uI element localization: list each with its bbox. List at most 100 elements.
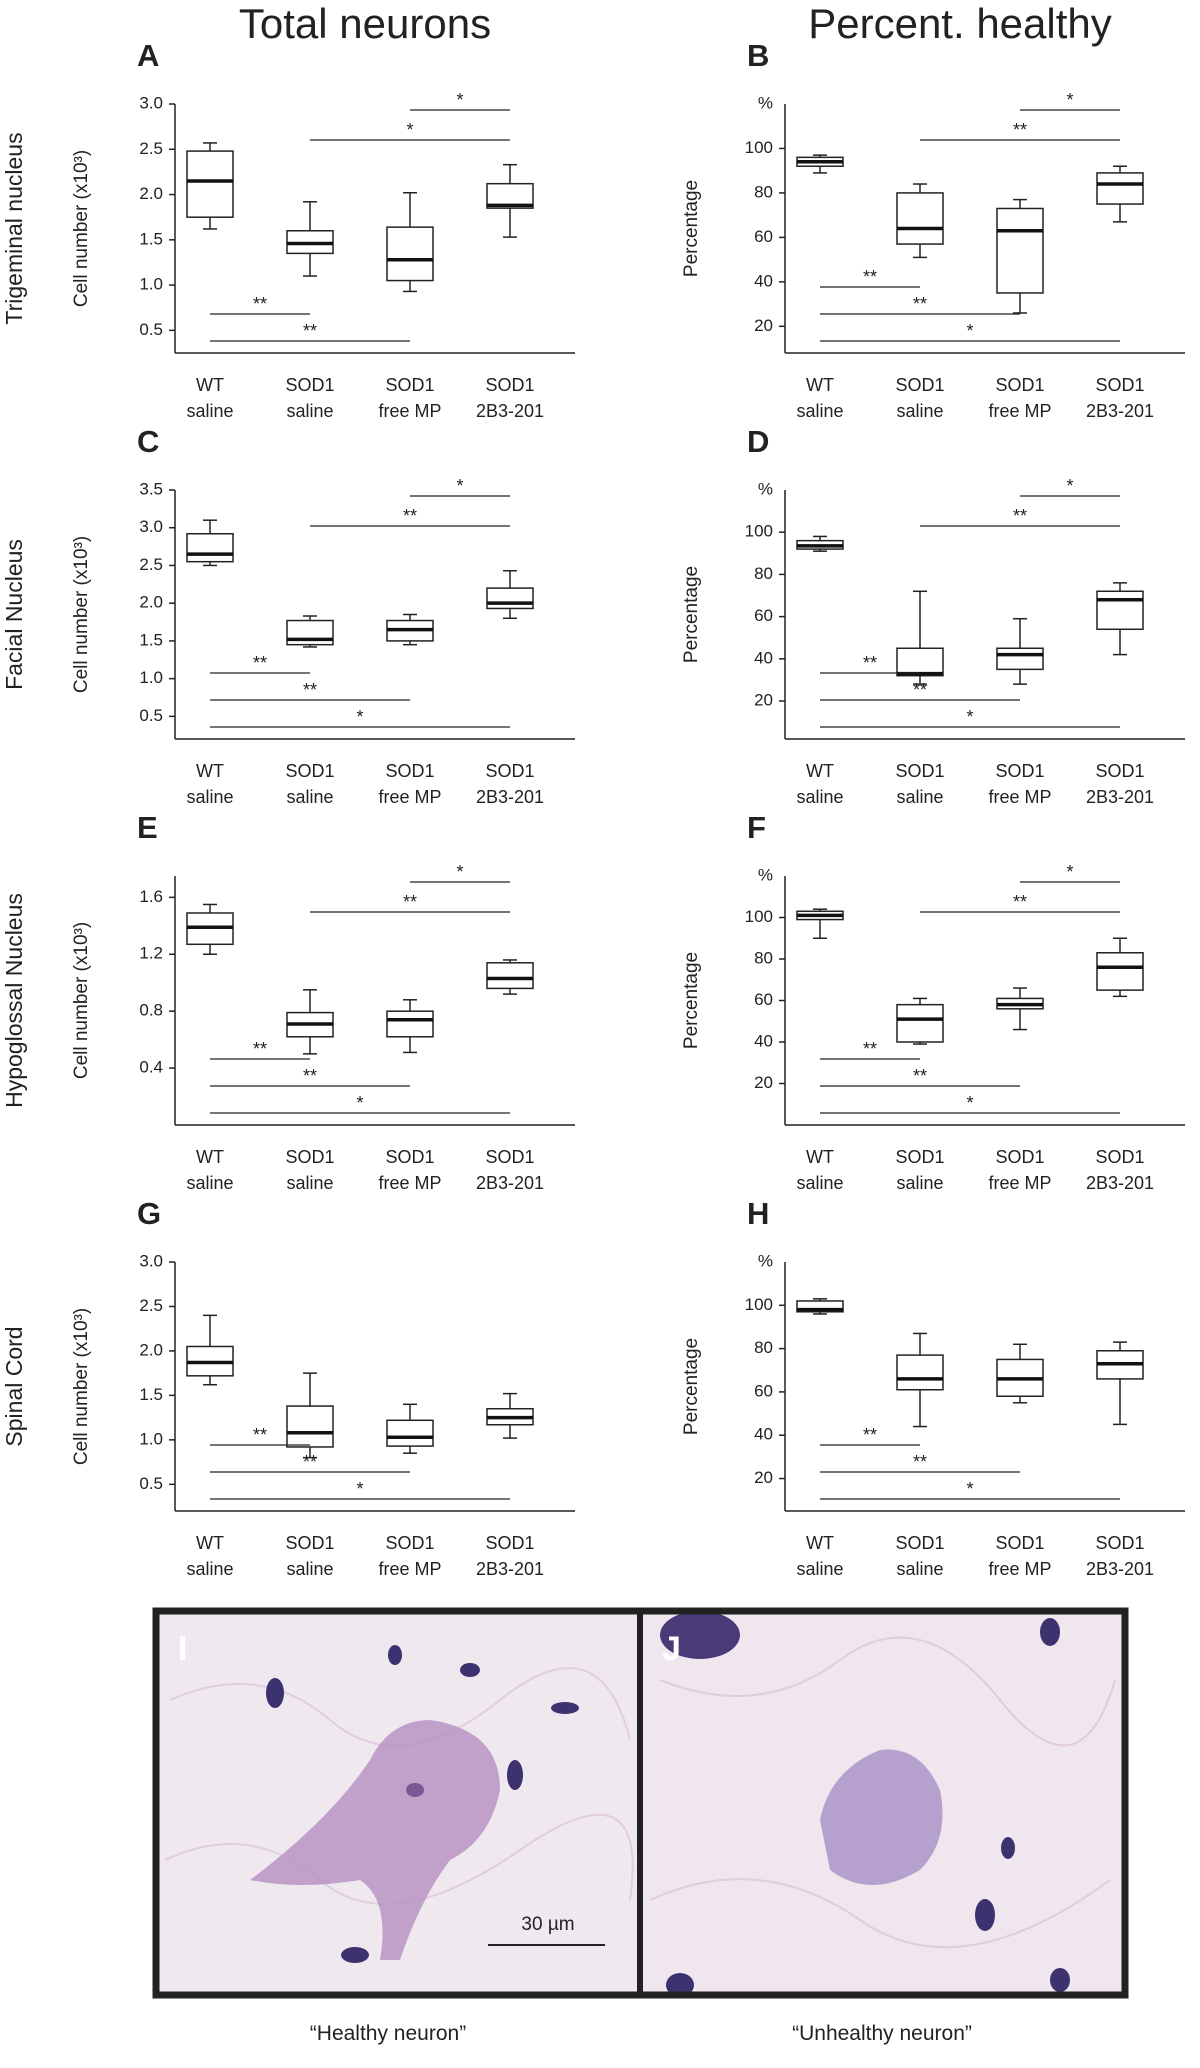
y-tick-label: 0.4 xyxy=(139,1058,163,1077)
x-tick-label: WT xyxy=(196,1147,224,1167)
x-tick-label: 2B3-201 xyxy=(1086,787,1154,807)
box xyxy=(1096,590,1144,631)
panel-letter: I xyxy=(178,1630,187,1668)
column-title: Percent. healthy xyxy=(808,0,1112,47)
x-tick-label: SOD1 xyxy=(285,1533,334,1553)
x-tick-label: SOD1 xyxy=(485,375,534,395)
x-tick-label: SOD1 xyxy=(285,1147,334,1167)
significance-label: ** xyxy=(913,294,927,314)
significance-label: * xyxy=(406,120,413,140)
y-tick-label: 2.5 xyxy=(139,139,163,158)
x-tick-label: free MP xyxy=(988,401,1051,421)
y-tick-label: 40 xyxy=(754,1031,773,1050)
significance-label: * xyxy=(356,1093,363,1113)
nucleolus xyxy=(406,1783,424,1797)
row-label: Trigeminal nucleus xyxy=(1,132,27,324)
box xyxy=(896,1003,944,1043)
x-tick-label: 2B3-201 xyxy=(476,787,544,807)
x-tick-label: saline xyxy=(796,1559,843,1579)
y-tick-label: 100 xyxy=(745,907,773,926)
significance-label: ** xyxy=(303,1452,317,1472)
x-tick-label: 2B3-201 xyxy=(476,1559,544,1579)
y-tick-label: 20 xyxy=(754,316,773,335)
x-tick-label: 2B3-201 xyxy=(1086,1559,1154,1579)
x-tick-label: saline xyxy=(186,1559,233,1579)
y-tick-label: 1.5 xyxy=(139,229,163,248)
y-tick-label: 20 xyxy=(754,1468,773,1487)
box xyxy=(386,1010,434,1038)
significance-label: ** xyxy=(863,653,877,673)
y-tick-label: 60 xyxy=(754,606,773,625)
caption: “Healthy neuron” xyxy=(310,2022,466,2045)
row-label: Hypoglossal Nucleus xyxy=(1,893,27,1108)
x-tick-label: WT xyxy=(196,375,224,395)
y-tick-label: 1.2 xyxy=(139,944,163,963)
x-tick-label: saline xyxy=(286,401,333,421)
y-tick-label: 40 xyxy=(754,271,773,290)
x-tick-label: SOD1 xyxy=(995,375,1044,395)
significance-label: ** xyxy=(913,1066,927,1086)
y-tick-label: 60 xyxy=(754,1381,773,1400)
box xyxy=(996,647,1044,671)
panel-letter: E xyxy=(137,810,158,845)
y-tick-label: 3.0 xyxy=(139,93,163,112)
y-axis-label: Percentage xyxy=(681,1338,702,1435)
significance-label: ** xyxy=(863,1425,877,1445)
y-tick-label: 1.0 xyxy=(139,1429,163,1448)
x-tick-label: SOD1 xyxy=(385,1147,434,1167)
y-tick-label: 100 xyxy=(745,138,773,157)
x-tick-label: SOD1 xyxy=(895,1147,944,1167)
significance-label: ** xyxy=(863,267,877,287)
box xyxy=(896,1354,944,1391)
box xyxy=(896,192,944,245)
x-tick-label: SOD1 xyxy=(385,1533,434,1553)
y-axis-label: Cell number (x10³) xyxy=(71,150,92,307)
y-axis-label: Cell number (x10³) xyxy=(71,536,92,693)
panel-letter: H xyxy=(747,1196,769,1231)
panel-letter: F xyxy=(747,810,766,845)
y-axis-label: Cell number (x10³) xyxy=(71,1308,92,1465)
nuclei xyxy=(266,1611,1070,1997)
x-tick-label: SOD1 xyxy=(485,1147,534,1167)
significance-label: ** xyxy=(1013,506,1027,526)
row-label: Facial Nucleus xyxy=(1,539,27,690)
x-tick-label: SOD1 xyxy=(1095,761,1144,781)
panel-letter: C xyxy=(137,424,159,459)
y-unit: % xyxy=(758,865,773,884)
significance-label: ** xyxy=(1013,120,1027,140)
x-tick-label: free MP xyxy=(378,1559,441,1579)
significance-label: * xyxy=(966,707,973,727)
significance-label: * xyxy=(966,1479,973,1499)
x-tick-label: SOD1 xyxy=(1095,1533,1144,1553)
y-tick-label: 1.0 xyxy=(139,275,163,294)
x-tick-label: SOD1 xyxy=(995,1533,1044,1553)
y-tick-label: 80 xyxy=(754,182,773,201)
x-tick-label: SOD1 xyxy=(1095,1147,1144,1167)
x-tick-label: SOD1 xyxy=(895,761,944,781)
x-tick-label: saline xyxy=(286,1173,333,1193)
significance-label: * xyxy=(966,321,973,341)
significance-label: ** xyxy=(863,1039,877,1059)
x-tick-label: saline xyxy=(286,787,333,807)
x-tick-label: SOD1 xyxy=(385,761,434,781)
x-tick-label: 2B3-201 xyxy=(1086,1173,1154,1193)
unhealthy-neuron xyxy=(820,1749,943,1885)
x-tick-label: SOD1 xyxy=(385,375,434,395)
x-tick-label: WT xyxy=(806,761,834,781)
y-tick-label: 0.5 xyxy=(139,320,163,339)
x-tick-label: saline xyxy=(896,1173,943,1193)
y-tick-label: 80 xyxy=(754,948,773,967)
x-tick-label: saline xyxy=(896,1559,943,1579)
y-axis-label: Percentage xyxy=(681,180,702,277)
y-tick-label: 1.6 xyxy=(139,887,163,906)
x-tick-label: saline xyxy=(186,787,233,807)
y-tick-label: 0.8 xyxy=(139,1001,163,1020)
x-tick-label: WT xyxy=(196,761,224,781)
x-tick-label: free MP xyxy=(988,787,1051,807)
y-tick-label: 1.5 xyxy=(139,630,163,649)
y-tick-label: 2.0 xyxy=(139,1340,163,1359)
x-tick-label: free MP xyxy=(378,1173,441,1193)
x-tick-label: 2B3-201 xyxy=(1086,401,1154,421)
y-tick-label: 100 xyxy=(745,1295,773,1314)
box xyxy=(486,962,534,990)
